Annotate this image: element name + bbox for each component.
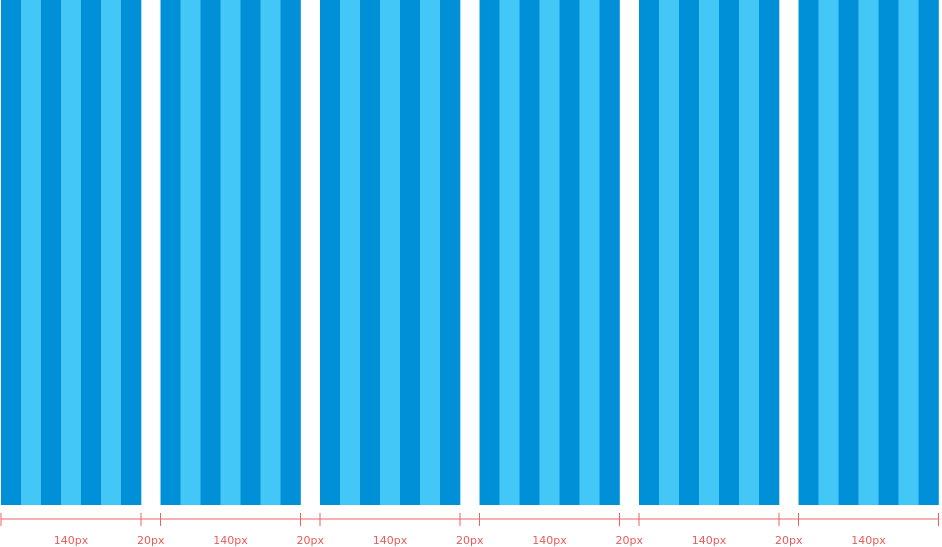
grid-column-2 xyxy=(160,0,301,505)
column-stripe xyxy=(360,0,381,505)
column-stripe xyxy=(679,0,700,505)
column-stripe xyxy=(320,0,341,505)
column-stripe xyxy=(659,0,680,505)
column-stripe xyxy=(260,0,281,505)
column-stripe xyxy=(858,0,879,505)
column-stripe xyxy=(759,0,780,505)
column-stripe xyxy=(499,0,520,505)
column-stripe xyxy=(200,0,221,505)
column-stripe xyxy=(599,0,620,505)
measurement-ruler xyxy=(0,513,939,526)
column-stripe xyxy=(898,0,919,505)
column-stripe xyxy=(639,0,660,505)
column-stripe xyxy=(61,0,82,505)
grid-column-5 xyxy=(639,0,780,505)
column-stripe xyxy=(918,0,939,505)
columns xyxy=(1,0,939,505)
column-stripe xyxy=(280,0,301,505)
column-stripe xyxy=(479,0,500,505)
gutter-width-label: 20px xyxy=(456,534,484,547)
column-width-label: 140px xyxy=(851,534,886,547)
column-stripe xyxy=(440,0,461,505)
grid-column-3 xyxy=(320,0,461,505)
gutter-width-label: 20px xyxy=(137,534,165,547)
column-stripe xyxy=(400,0,421,505)
column-stripe xyxy=(1,0,22,505)
column-stripe xyxy=(818,0,839,505)
gutter-width-label: 20px xyxy=(775,534,803,547)
column-stripe xyxy=(180,0,201,505)
column-stripe xyxy=(41,0,62,505)
column-width-label: 140px xyxy=(692,534,727,547)
grid-column-1 xyxy=(1,0,142,505)
column-stripe xyxy=(21,0,42,505)
column-stripe xyxy=(160,0,181,505)
column-stripe xyxy=(380,0,401,505)
gutter-width-label: 20px xyxy=(616,534,644,547)
column-width-label: 140px xyxy=(213,534,248,547)
column-stripe xyxy=(81,0,102,505)
column-stripe xyxy=(220,0,241,505)
column-stripe xyxy=(539,0,560,505)
column-stripe xyxy=(121,0,142,505)
column-stripe xyxy=(719,0,740,505)
measurement-labels: 140px 20px 140px 20px 140px 20px 140px 20px 140p… xyxy=(54,534,886,547)
column-stripe xyxy=(420,0,441,505)
column-stripe xyxy=(798,0,819,505)
column-stripe xyxy=(559,0,580,505)
column-stripe xyxy=(101,0,122,505)
column-stripe xyxy=(878,0,899,505)
gutter-width-label: 20px xyxy=(297,534,325,547)
column-width-label: 140px xyxy=(54,534,89,547)
column-width-label: 140px xyxy=(532,534,567,547)
column-stripe xyxy=(739,0,760,505)
column-stripe xyxy=(699,0,720,505)
column-width-label: 140px xyxy=(373,534,408,547)
grid-column-6 xyxy=(798,0,939,505)
column-stripe xyxy=(340,0,361,505)
column-stripe xyxy=(519,0,540,505)
grid-column-4 xyxy=(479,0,620,505)
column-stripe xyxy=(579,0,600,505)
column-stripe xyxy=(240,0,261,505)
column-stripe xyxy=(838,0,859,505)
